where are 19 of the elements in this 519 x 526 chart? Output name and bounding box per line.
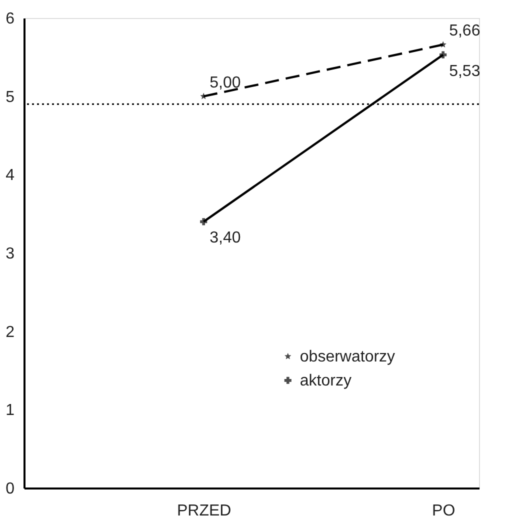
y-tick-label: 2 — [6, 324, 15, 341]
point — [440, 41, 446, 48]
y-tick-label: 5 — [6, 88, 15, 106]
y-tick-label: 0 — [6, 480, 15, 498]
y-tick-label: 4 — [6, 167, 15, 184]
y-tick-label: 1 — [6, 402, 15, 420]
data-label: 3,40 — [210, 230, 241, 247]
point — [200, 92, 207, 100]
legend-label: aktorzy — [300, 372, 352, 390]
legend-label: obserwatorzy — [300, 348, 396, 366]
point — [200, 218, 208, 226]
data-label: 5,66 — [449, 22, 480, 40]
y-tick-label: 3 — [6, 246, 15, 262]
y-tick-label: 6 — [6, 10, 15, 28]
data-label: 5,53 — [449, 62, 480, 80]
x-tick-label: PO — [432, 502, 456, 520]
point — [440, 51, 447, 58]
x-tick-label: PRZED — [176, 502, 232, 520]
data-label: 5,00 — [210, 74, 241, 92]
